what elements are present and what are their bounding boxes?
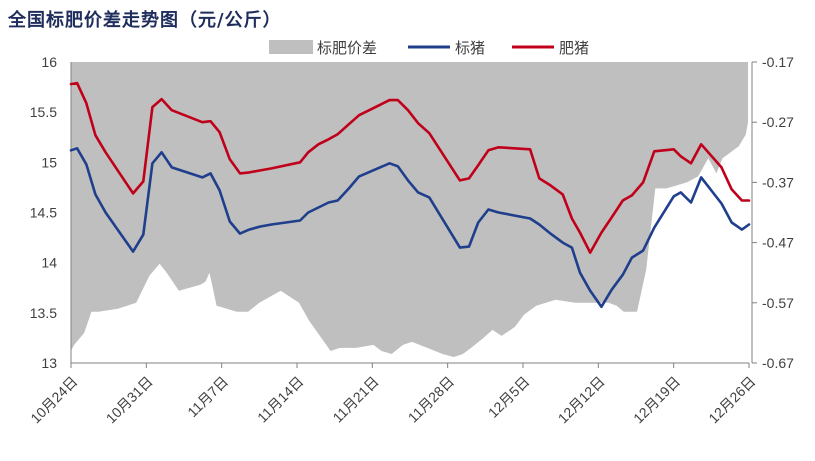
left-tick-label: 14.5 xyxy=(30,205,57,221)
x-tick-label: 12月12日 xyxy=(555,373,608,426)
series-line-biaozhu xyxy=(69,147,751,309)
x-tick-label: 12月26日 xyxy=(705,373,758,426)
chart-title: 全国标肥价差走势图（元/公斤） xyxy=(8,10,282,31)
x-tick-label: 11月21日 xyxy=(329,373,381,425)
x-tick-label: 11月28日 xyxy=(405,373,457,425)
x-tick-label: 11月14日 xyxy=(254,373,306,425)
x-tick-label: 12月19日 xyxy=(630,373,683,426)
left-tick-label: 16 xyxy=(41,54,57,70)
x-tick-label: 12月5日 xyxy=(485,373,533,421)
right-tick-label: -0.17 xyxy=(762,54,794,70)
right-tick-label: -0.47 xyxy=(762,235,794,251)
left-tick-label: 13 xyxy=(41,355,57,371)
left-tick-label: 14 xyxy=(41,255,57,271)
x-tick-label: 11月7日 xyxy=(184,373,231,420)
right-tick-label: -0.67 xyxy=(762,355,794,371)
legend-swatch-spread xyxy=(269,40,313,54)
right-tick-label: -0.37 xyxy=(762,174,794,190)
right-tick-label: -0.27 xyxy=(762,114,794,130)
legend-label-feizhu: 肥猪 xyxy=(559,39,589,57)
left-tick-label: 13.5 xyxy=(30,305,57,321)
x-tick-label: 10月24日 xyxy=(27,373,80,426)
spread-area xyxy=(71,62,748,357)
series-line-feizhu xyxy=(69,81,751,254)
legend-label-spread: 标肥价差 xyxy=(317,39,377,57)
left-tick-label: 15.5 xyxy=(30,104,57,120)
legend-label-biaozhu: 标猪 xyxy=(455,39,485,57)
left-tick-label: 15 xyxy=(41,154,57,170)
right-tick-label: -0.57 xyxy=(762,295,794,311)
x-tick-label: 10月31日 xyxy=(103,373,156,426)
